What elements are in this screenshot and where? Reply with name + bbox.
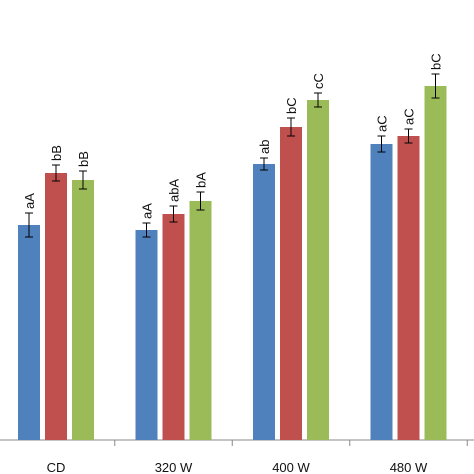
significance-label: bA bbox=[194, 172, 209, 188]
significance-label: aC bbox=[402, 108, 417, 125]
significance-label: aC bbox=[375, 115, 390, 132]
bar bbox=[307, 100, 329, 440]
significance-label: bC bbox=[284, 97, 299, 114]
bar bbox=[45, 173, 67, 440]
x-tick-label: 480 W bbox=[390, 460, 428, 474]
bar bbox=[18, 225, 40, 440]
significance-label: cC bbox=[311, 73, 326, 89]
x-tick-label: 320 W bbox=[155, 460, 193, 474]
bar bbox=[424, 86, 447, 440]
bar bbox=[135, 230, 158, 440]
bar bbox=[253, 164, 275, 440]
bar bbox=[72, 180, 94, 440]
x-tick-label: 400 W bbox=[272, 460, 310, 474]
bar bbox=[189, 201, 212, 440]
bar bbox=[162, 214, 185, 440]
bar bbox=[370, 144, 393, 440]
bar bbox=[280, 127, 302, 440]
significance-label: aA bbox=[22, 193, 37, 209]
x-tick-label: CD bbox=[47, 460, 66, 474]
significance-label: bB bbox=[49, 145, 64, 161]
significance-label: abA bbox=[167, 179, 182, 202]
bar bbox=[397, 136, 420, 440]
significance-label: aA bbox=[140, 203, 155, 219]
significance-label: bC bbox=[429, 53, 444, 70]
significance-label: bB bbox=[76, 151, 91, 167]
significance-label: ab bbox=[257, 140, 272, 154]
